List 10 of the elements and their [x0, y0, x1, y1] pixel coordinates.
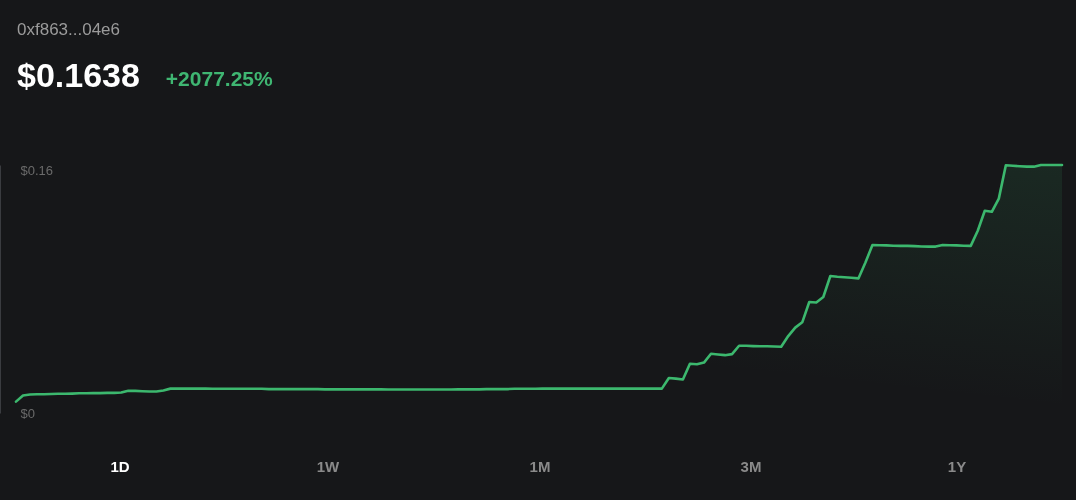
text: 1D	[110, 458, 130, 475]
chart-subtitle: +2077.25%	[165, 67, 274, 90]
text: 1Y	[947, 458, 967, 475]
text: 1M	[529, 458, 551, 475]
y-tick-label: $0.16	[20, 163, 54, 179]
chart-title: $0.1638	[17, 56, 140, 94]
y-tick-label: $0	[20, 405, 35, 421]
text: 1W	[316, 458, 341, 475]
text: 3M	[740, 458, 762, 475]
text: 0xf863...04e6	[17, 20, 121, 39]
